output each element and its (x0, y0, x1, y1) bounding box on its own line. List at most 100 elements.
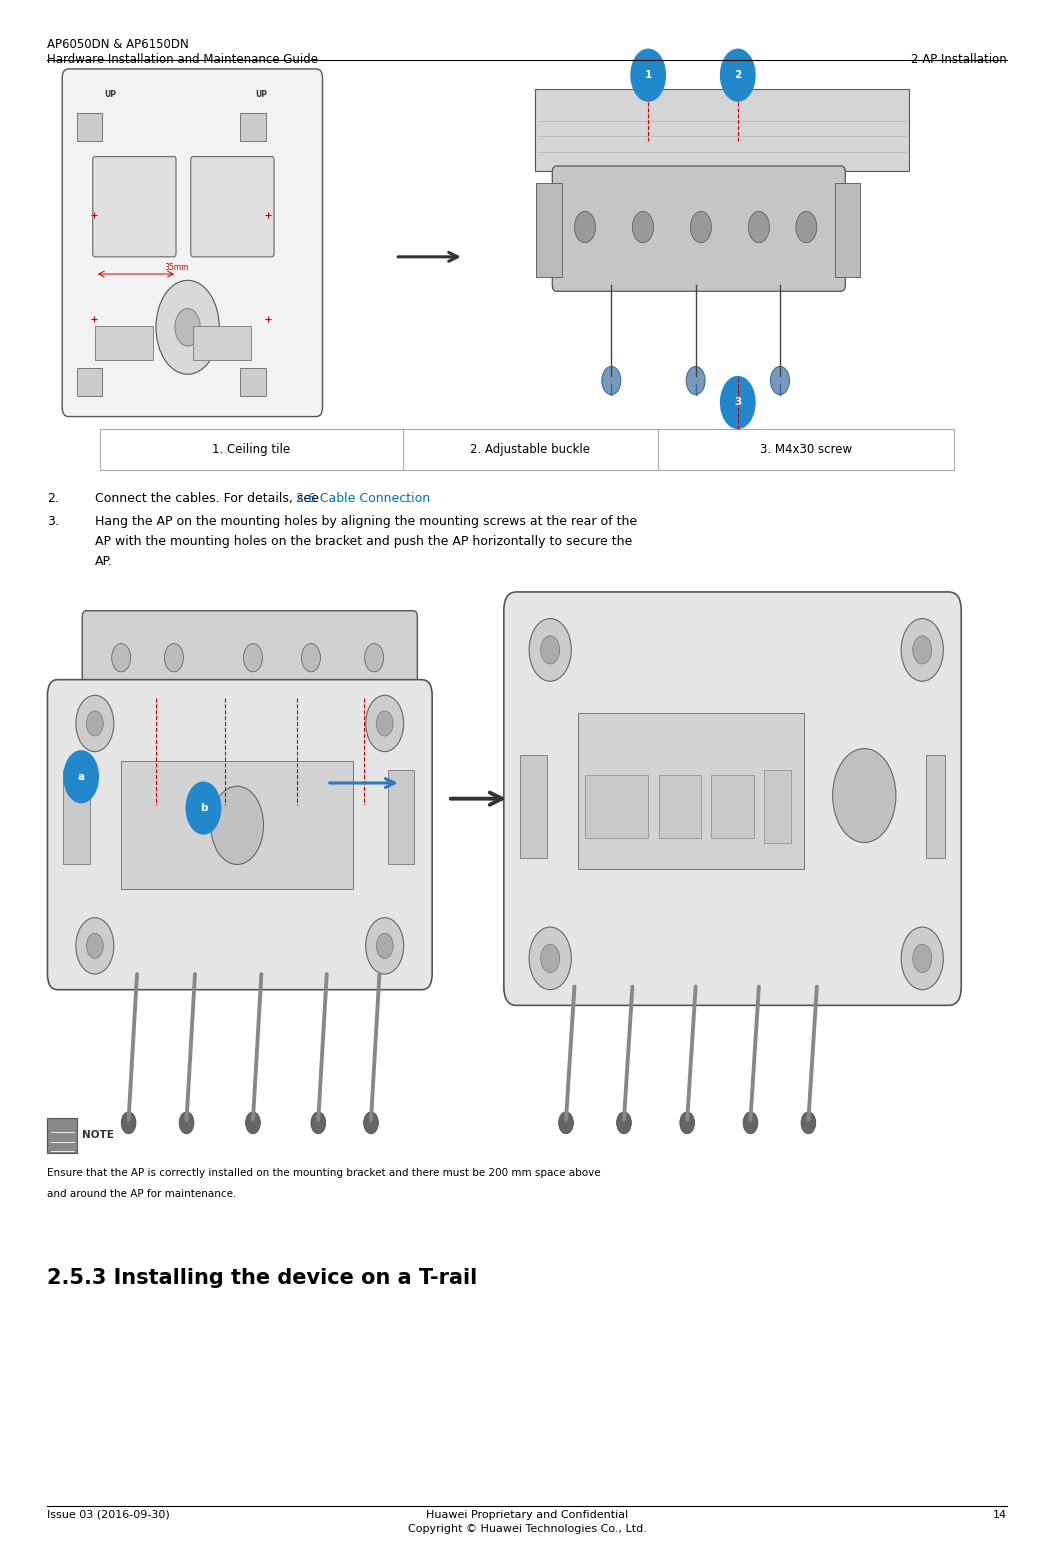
Circle shape (164, 644, 183, 672)
Text: 2: 2 (735, 70, 741, 80)
Circle shape (186, 781, 221, 835)
Circle shape (720, 376, 756, 429)
FancyBboxPatch shape (82, 611, 417, 705)
Circle shape (86, 711, 103, 736)
Circle shape (364, 1112, 378, 1134)
Text: AP with the mounting holes on the bracket and push the AP horizontally to secure: AP with the mounting holes on the bracke… (95, 536, 632, 548)
Text: 35mm: 35mm (164, 263, 190, 272)
Circle shape (376, 933, 393, 958)
Text: .: . (405, 492, 408, 504)
Text: 3: 3 (735, 398, 741, 407)
Circle shape (121, 1112, 136, 1134)
Circle shape (770, 366, 789, 395)
Circle shape (112, 644, 131, 672)
Circle shape (156, 280, 219, 374)
FancyBboxPatch shape (47, 680, 432, 990)
Text: UP: UP (104, 91, 117, 99)
Bar (100, 429, 954, 470)
Bar (121, 761, 353, 889)
Text: Hardware Installation and Maintenance Guide: Hardware Installation and Maintenance Gu… (47, 53, 318, 66)
Bar (388, 770, 414, 864)
Bar (711, 775, 754, 838)
Circle shape (913, 944, 932, 972)
Text: b: b (199, 803, 208, 813)
Text: a: a (78, 772, 84, 781)
Text: 2.5.3 Installing the device on a T-rail: 2.5.3 Installing the device on a T-rail (47, 1268, 477, 1289)
Circle shape (743, 1112, 758, 1134)
FancyBboxPatch shape (191, 157, 274, 257)
Circle shape (376, 711, 393, 736)
Circle shape (602, 366, 621, 395)
Text: 2.: 2. (47, 492, 59, 504)
Circle shape (541, 636, 560, 664)
Text: Issue 03 (2016-09-30): Issue 03 (2016-09-30) (47, 1510, 170, 1519)
Bar (240, 368, 266, 396)
Circle shape (365, 644, 384, 672)
Bar (240, 113, 266, 141)
Circle shape (86, 933, 103, 958)
Bar (63, 770, 90, 864)
Bar (95, 326, 153, 360)
FancyBboxPatch shape (835, 183, 860, 277)
Circle shape (76, 918, 114, 974)
Circle shape (720, 49, 756, 102)
Bar (520, 755, 547, 858)
Text: 3.: 3. (47, 515, 59, 528)
Text: 3. M4x30 screw: 3. M4x30 screw (760, 443, 852, 456)
Circle shape (833, 749, 896, 843)
Circle shape (246, 1112, 260, 1134)
Circle shape (311, 1112, 326, 1134)
Text: and around the AP for maintenance.: and around the AP for maintenance. (47, 1189, 237, 1198)
Text: Hang the AP on the mounting holes by aligning the mounting screws at the rear of: Hang the AP on the mounting holes by ali… (95, 515, 637, 528)
Circle shape (301, 644, 320, 672)
Circle shape (574, 211, 596, 243)
Text: 2 AP Installation: 2 AP Installation (911, 53, 1007, 66)
FancyBboxPatch shape (93, 157, 176, 257)
Circle shape (541, 944, 560, 972)
Circle shape (179, 1112, 194, 1134)
Circle shape (175, 309, 200, 346)
Circle shape (529, 619, 571, 681)
Bar (578, 713, 804, 869)
Circle shape (529, 927, 571, 990)
Circle shape (690, 211, 711, 243)
Circle shape (801, 1112, 816, 1134)
Text: Huawei Proprietary and Confidential: Huawei Proprietary and Confidential (426, 1510, 628, 1519)
Bar (193, 326, 251, 360)
Bar (926, 755, 945, 858)
FancyBboxPatch shape (536, 183, 562, 277)
Circle shape (243, 644, 262, 672)
FancyBboxPatch shape (535, 89, 909, 171)
Text: 1. Ceiling tile: 1. Ceiling tile (212, 443, 291, 456)
Circle shape (559, 1112, 573, 1134)
Text: Ensure that the AP is correctly installed on the mounting bracket and there must: Ensure that the AP is correctly installe… (47, 1168, 601, 1178)
Text: AP.: AP. (95, 556, 113, 568)
Circle shape (63, 750, 99, 803)
Text: 14: 14 (993, 1510, 1007, 1519)
Bar (659, 775, 701, 838)
Bar (585, 775, 648, 838)
Circle shape (686, 366, 705, 395)
Text: Copyright © Huawei Technologies Co., Ltd.: Copyright © Huawei Technologies Co., Ltd… (408, 1524, 646, 1533)
Text: AP6050DN & AP6150DN: AP6050DN & AP6150DN (47, 38, 189, 52)
Bar (764, 770, 790, 843)
Circle shape (680, 1112, 695, 1134)
Text: Connect the cables. For details, see: Connect the cables. For details, see (95, 492, 323, 504)
FancyBboxPatch shape (62, 69, 323, 417)
Circle shape (630, 49, 666, 102)
Text: NOTE: NOTE (82, 1131, 114, 1140)
Circle shape (901, 619, 943, 681)
Circle shape (366, 918, 404, 974)
Text: UP: UP (255, 91, 268, 99)
Circle shape (617, 1112, 631, 1134)
Bar (47, 1118, 77, 1153)
Text: 2. Adjustable buckle: 2. Adjustable buckle (470, 443, 590, 456)
Circle shape (366, 695, 404, 752)
FancyBboxPatch shape (504, 592, 961, 1005)
FancyBboxPatch shape (552, 166, 845, 291)
Circle shape (901, 927, 943, 990)
Circle shape (796, 211, 817, 243)
Circle shape (913, 636, 932, 664)
Circle shape (748, 211, 769, 243)
Circle shape (632, 211, 653, 243)
